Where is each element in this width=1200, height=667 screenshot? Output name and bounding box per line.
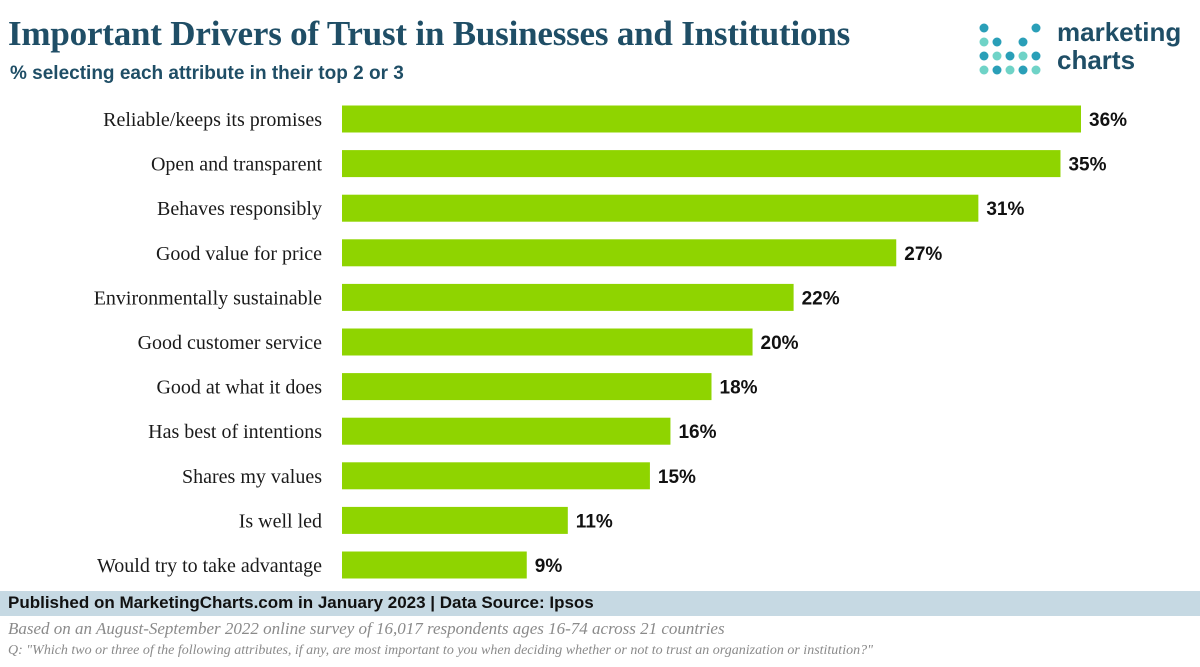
bar: [342, 283, 794, 311]
chart-subtitle: % selecting each attribute in their top …: [10, 63, 404, 84]
logo-dot: [1031, 65, 1041, 75]
category-label: Open and transparent: [151, 154, 322, 176]
category-label: Environmentally sustainable: [94, 287, 322, 309]
category-label: Good at what it does: [156, 377, 322, 399]
logo-text-charts: charts: [1057, 45, 1136, 75]
bar: [342, 373, 712, 401]
marketingcharts-logo: marketing charts: [975, 18, 1195, 80]
value-label: 36%: [1089, 110, 1127, 131]
logo-dot: [979, 23, 989, 33]
value-label: 16%: [678, 422, 716, 443]
value-label: 15%: [658, 467, 696, 488]
logo-dot: [979, 51, 989, 61]
logo-dot: [1005, 51, 1015, 61]
logo-dot: [1031, 23, 1041, 33]
value-label: 27%: [904, 244, 942, 265]
question-note: Q: "Which two or three of the following …: [8, 643, 873, 658]
value-label: 22%: [802, 288, 840, 309]
category-label: Would try to take advantage: [97, 555, 322, 577]
logo-dots-icon: [979, 23, 1041, 75]
bar: [342, 506, 568, 534]
bar: [342, 328, 753, 356]
source-bar: Published on MarketingCharts.com in Janu…: [0, 591, 1200, 616]
bar: [342, 551, 527, 579]
logo-dot: [1018, 51, 1028, 61]
bar: [342, 105, 1081, 133]
logo-dot: [1018, 65, 1028, 75]
logo-dot: [979, 65, 989, 75]
value-label: 31%: [986, 199, 1024, 220]
value-label: 18%: [720, 378, 758, 399]
value-label: 9%: [535, 556, 563, 577]
value-label: 35%: [1068, 155, 1106, 176]
value-label: 11%: [576, 511, 613, 532]
methodology-note: Based on an August-September 2022 online…: [8, 619, 725, 638]
logo-dot: [992, 37, 1002, 47]
logo-dot: [1031, 51, 1041, 61]
category-label: Good customer service: [138, 332, 323, 354]
logo-text-marketing: marketing: [1057, 17, 1182, 47]
category-label: Shares my values: [182, 466, 322, 488]
bar: [342, 150, 1061, 178]
bar: [342, 239, 897, 267]
chart-title: Important Drivers of Trust in Businesses…: [8, 14, 851, 53]
bar: [342, 194, 979, 222]
source-text: Published on MarketingCharts.com in Janu…: [8, 593, 594, 612]
category-label: Is well led: [239, 510, 322, 532]
value-label: 20%: [761, 333, 799, 354]
category-label: Behaves responsibly: [157, 198, 322, 220]
logo-dot: [1005, 65, 1015, 75]
category-label: Reliable/keeps its promises: [103, 109, 322, 131]
category-label: Has best of intentions: [148, 421, 322, 443]
category-label: Good value for price: [156, 243, 322, 265]
logo-dot: [992, 65, 1002, 75]
bar: [342, 462, 650, 490]
bar: [342, 417, 671, 445]
logo-dot: [979, 37, 989, 47]
logo-dot: [992, 51, 1002, 61]
logo-dot: [1018, 37, 1028, 47]
bar-chart: Reliable/keeps its promises 36% Open and t…: [94, 105, 1127, 579]
